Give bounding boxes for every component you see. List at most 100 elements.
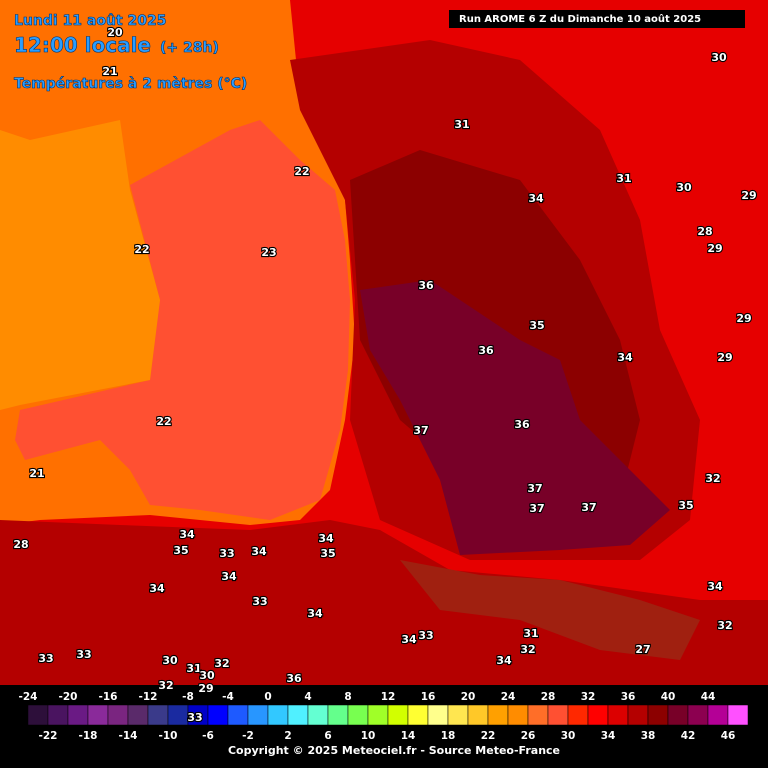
colorbar-swatch xyxy=(167,704,189,726)
temperature-label: 30 xyxy=(199,669,215,682)
temperature-label: 31 xyxy=(454,118,469,131)
date: Lundi 11 août 2025 xyxy=(14,13,166,29)
temperature-label: 37 xyxy=(527,482,542,495)
colorbar-tick-label: -12 xyxy=(139,691,158,703)
temperature-label: 34 xyxy=(617,351,633,364)
colorbar-swatch xyxy=(667,704,689,726)
temperature-label: 28 xyxy=(13,538,28,551)
colorbar-tick-label: 32 xyxy=(581,691,596,703)
temperature-label: 35 xyxy=(320,547,335,560)
colorbar-tick-label: 38 xyxy=(641,730,656,742)
colorbar-swatch xyxy=(627,704,649,726)
temperature-label: 37 xyxy=(529,502,544,515)
colorbar-tick-label: -10 xyxy=(159,730,178,742)
temperature-label: 32 xyxy=(705,472,720,485)
colorbar-swatch xyxy=(107,704,129,726)
temperature-label: 34 xyxy=(307,607,323,620)
colorbar-tick-label: 10 xyxy=(361,730,376,742)
colorbar-swatch xyxy=(327,704,349,726)
temperature-label: 30 xyxy=(676,181,692,194)
colorbar-tick-label: 26 xyxy=(521,730,536,742)
colorbar-swatch xyxy=(287,704,309,726)
temperature-label: 34 xyxy=(318,532,334,545)
temperature-label: 29 xyxy=(741,189,756,202)
run-box xyxy=(449,10,745,28)
temperature-label: 35 xyxy=(173,544,188,557)
temperature-label: 34 xyxy=(221,570,237,583)
temperature-label: 34 xyxy=(251,545,267,558)
temperature-label: 36 xyxy=(418,279,434,292)
temperature-label: 27 xyxy=(635,643,650,656)
temperature-label: 34 xyxy=(401,633,417,646)
land-hottest xyxy=(360,280,670,555)
temperature-label: 23 xyxy=(261,246,276,259)
temperature-label: 36 xyxy=(286,672,302,685)
temperature-label: 33 xyxy=(219,547,234,560)
colorbar-tick-label: -4 xyxy=(222,691,234,703)
temperature-label: 34 xyxy=(496,654,512,667)
temperature-label: 33 xyxy=(418,629,433,642)
colorbar-tick-label: -8 xyxy=(182,691,194,703)
colorbar-swatch xyxy=(707,704,729,726)
colorbar-tick-label: -22 xyxy=(39,730,58,742)
colorbar-tick-label: -16 xyxy=(99,691,118,703)
colorbar-tick-label: 2 xyxy=(284,730,291,742)
temperature-label: 21 xyxy=(29,467,44,480)
temperature-label: 33 xyxy=(38,652,53,665)
colorbar-tick-label: 8 xyxy=(344,691,351,703)
variable: Températures à 2 mètres (°C) xyxy=(14,76,247,92)
colorbar-swatch xyxy=(407,704,429,726)
temperature-label: 33 xyxy=(187,711,202,724)
colorbar-swatch xyxy=(727,704,749,726)
temperature-label: 28 xyxy=(697,225,712,238)
colorbar-swatch xyxy=(647,704,669,726)
colorbar-swatch xyxy=(67,704,89,726)
colorbar-tick-label: 20 xyxy=(461,691,476,703)
copyright: Copyright © 2025 Meteociel.fr - Source M… xyxy=(228,744,560,757)
run-info: Run AROME 6 Z du Dimanche 10 août 2025 xyxy=(459,13,701,25)
colorbar-tick-label: -20 xyxy=(59,691,78,703)
mountains xyxy=(400,560,700,660)
temperature-label: 30 xyxy=(162,654,178,667)
colorbar-swatch xyxy=(47,704,69,726)
colorbar-tick-label: 44 xyxy=(701,691,716,703)
colorbar-tick-label: 24 xyxy=(501,691,516,703)
colorbar-swatch xyxy=(507,704,529,726)
land-south xyxy=(0,520,768,700)
temperature-label: 34 xyxy=(149,582,165,595)
colorbar-swatch xyxy=(487,704,509,726)
colorbar: -24 -20 -16 -12 -8 -4 0 4 8 12 16 20 24 28 32 36 40 44-22… xyxy=(18,690,749,743)
colorbar-swatch xyxy=(367,704,389,726)
colorbar-swatch xyxy=(467,704,489,726)
colorbar-tick-label: 46 xyxy=(721,730,736,742)
colorbar-swatch xyxy=(307,704,329,726)
colorbar-tick-label: 42 xyxy=(681,730,696,742)
colorbar-tick-label: 34 xyxy=(601,730,616,742)
colorbar-tick-label: 30 xyxy=(561,730,576,742)
temperature-label: 33 xyxy=(76,648,91,661)
temperature-label: 33 xyxy=(252,595,267,608)
colorbar-tick-label: 22 xyxy=(481,730,496,742)
colorbar-swatch xyxy=(587,704,609,726)
colorbar-swatch xyxy=(387,704,409,726)
colorbar-swatch xyxy=(547,704,569,726)
colorbar-tick-label: 6 xyxy=(324,730,331,742)
colorbar-swatch xyxy=(427,704,449,726)
colorbar-swatch xyxy=(127,704,149,726)
temperature-label: 20 xyxy=(107,26,123,39)
temperature-label: 34 xyxy=(707,580,723,593)
colorbar-swatch xyxy=(147,704,169,726)
colorbar-tick-label: 0 xyxy=(264,691,271,703)
colorbar-tick-label: -18 xyxy=(79,730,98,742)
temperature-label: 37 xyxy=(581,501,596,514)
temperature-label: 32 xyxy=(158,679,173,692)
colorbar-tick-label: 28 xyxy=(541,691,556,703)
colorbar-swatch xyxy=(27,704,49,726)
colorbar-tick-label: 18 xyxy=(441,730,456,742)
colorbar-swatch xyxy=(447,704,469,726)
temperature-label: 37 xyxy=(413,424,428,437)
temperature-label: 29 xyxy=(736,312,751,325)
time: 12:00 locale xyxy=(14,33,151,57)
